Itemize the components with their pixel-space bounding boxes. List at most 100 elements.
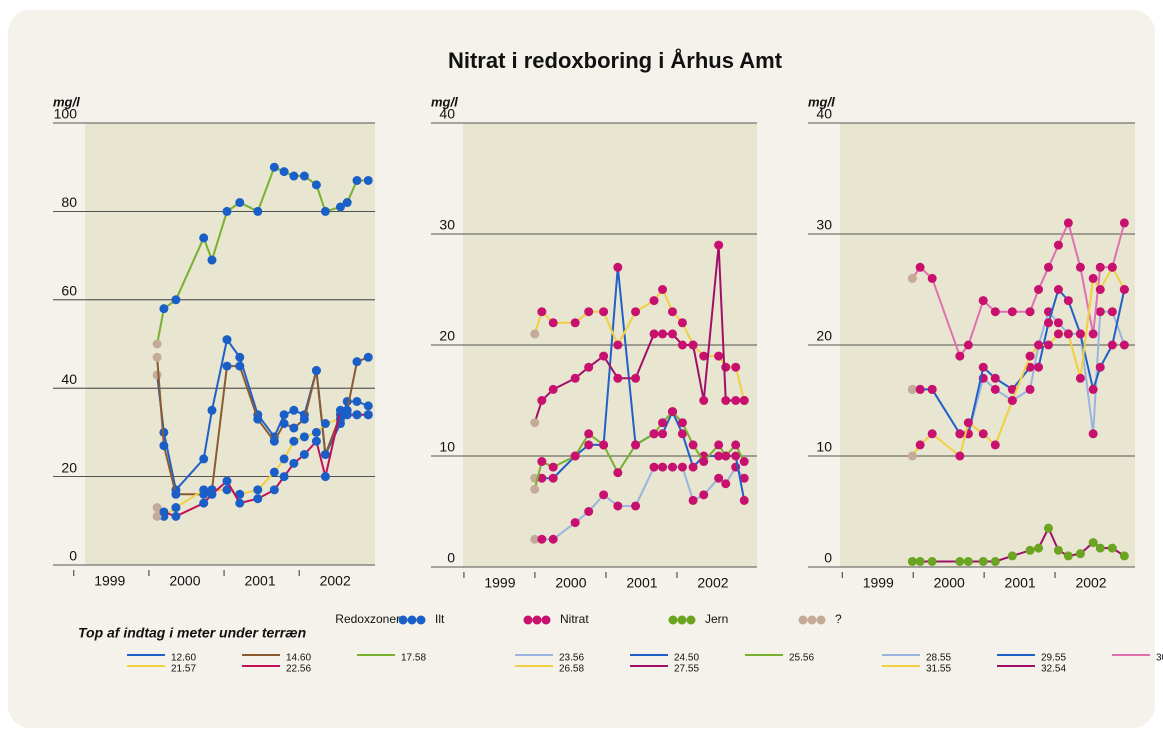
point [731,451,741,461]
point [1119,218,1129,228]
y-axis-label: mg/l [808,94,835,109]
legend-label: 28.55 [926,653,951,664]
legend-marker [686,615,696,625]
point [289,405,299,415]
point [171,295,181,305]
point [721,479,731,489]
x-tick-label: 2001 [626,575,657,591]
point [667,329,677,339]
point [714,351,724,361]
legend-label: 22.56 [286,664,311,675]
point [584,307,594,317]
point [927,429,937,439]
point [631,501,641,511]
point [1034,285,1044,294]
point [667,462,677,472]
series-legend-title: Top af indtag i meter under terræn [78,625,306,641]
point [152,339,162,349]
point [677,429,687,439]
point [152,503,162,513]
point [235,489,245,499]
y-tick-label: 0 [447,550,455,566]
x-tick-label: 2002 [1075,575,1106,591]
point [311,427,321,437]
point [1034,340,1044,350]
point [978,556,988,566]
y-tick-label: 40 [816,106,832,122]
point [320,419,330,429]
legend-marker [798,615,808,625]
legend-label: 26.58 [559,664,584,675]
point [990,556,1000,566]
point [352,357,362,367]
point [1034,543,1044,553]
point [688,340,698,350]
point [1053,329,1063,339]
point [1007,307,1017,317]
point [658,462,668,472]
x-tick-label: 1999 [863,575,894,591]
point [335,405,345,415]
point [253,206,263,216]
y-tick-label: 10 [816,439,832,455]
point [352,396,362,406]
point [584,429,594,439]
point [915,262,925,272]
point [714,240,724,250]
x-tick-label: 2002 [697,575,728,591]
point [1007,396,1017,405]
y-tick-label: 20 [816,328,832,344]
point [699,396,709,405]
point [1063,218,1073,228]
point [363,352,373,362]
point [530,418,540,428]
point [658,329,668,339]
point [1063,296,1073,306]
point [1088,538,1098,548]
point [1043,340,1053,350]
legend-marker [416,615,426,625]
x-tick-label: 2000 [555,575,586,591]
point [548,534,558,544]
legend-marker [807,615,817,625]
point [1043,523,1053,533]
point [537,534,547,544]
point [667,407,677,417]
point [235,498,245,508]
point [1095,285,1105,294]
point [649,462,659,472]
point [570,373,580,383]
point [927,273,937,283]
point [279,410,289,420]
point [955,351,965,361]
point [658,429,668,439]
point [159,441,169,451]
legend-label: 12.60 [171,653,196,664]
legend-label: 25.56 [789,653,814,664]
point [963,418,973,428]
point [548,318,558,328]
y-tick-label: 0 [69,548,77,564]
point [363,175,373,185]
point [289,171,299,181]
point [721,396,731,405]
legend-label: 23.56 [559,653,584,664]
y-tick-label: 20 [439,328,455,344]
point [613,468,623,478]
point [631,373,641,383]
point [927,556,937,566]
legend-label: ? [835,612,842,626]
point [1088,384,1098,394]
point [530,329,540,339]
point [584,440,594,450]
point [721,451,731,461]
point [699,351,709,361]
point [613,501,623,511]
point [159,427,169,437]
point [739,495,749,505]
point [1053,318,1063,328]
legend-label: 31.55 [926,664,951,675]
point [222,485,232,495]
point [199,233,209,243]
